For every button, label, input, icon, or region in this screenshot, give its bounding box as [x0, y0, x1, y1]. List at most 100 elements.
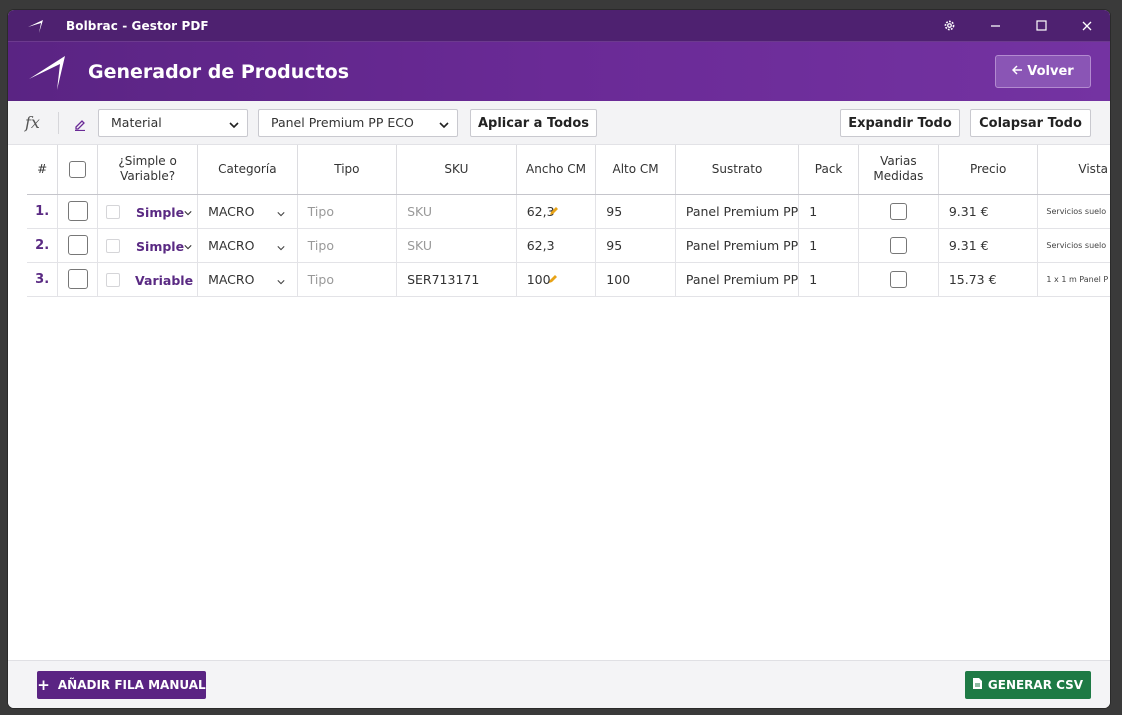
apply-all-button[interactable]: Aplicar a Todos — [470, 109, 597, 137]
row-number: 3. — [27, 262, 59, 297]
back-button-label: Volver — [1027, 64, 1074, 79]
substrate-cell[interactable]: Panel Premium PP — [675, 228, 800, 263]
col-header-price: Precio — [938, 145, 1039, 195]
sku-cell[interactable]: SKU — [396, 228, 517, 263]
type-cell[interactable]: Simple — [97, 228, 199, 263]
price-cell[interactable]: 15.73 € — [938, 262, 1039, 297]
row-select-cell — [57, 262, 99, 297]
maximize-icon[interactable] — [1018, 10, 1064, 41]
chevron-down-icon — [277, 274, 285, 289]
row-number: 1. — [27, 194, 59, 229]
sku-cell[interactable]: SER713171 — [396, 262, 517, 297]
chevron-down-icon — [277, 206, 285, 221]
value-select[interactable]: Panel Premium PP ECO — [258, 108, 458, 137]
preview-cell: Servicios suelo — [1037, 228, 1110, 263]
width-cell[interactable]: 62,3 — [516, 194, 597, 229]
tipo-cell[interactable]: Tipo — [297, 194, 398, 229]
generate-csv-button[interactable]: GENERAR CSV — [965, 671, 1091, 699]
height-cell[interactable]: 100 — [595, 262, 676, 297]
col-header-height: Alto CM — [595, 145, 676, 195]
footer-bar: + AÑADIR FILA MANUAL GENERAR CSV — [8, 660, 1110, 708]
col-header-width: Ancho CM — [516, 145, 597, 195]
preview-cell: 1 x 1 m Panel P — [1037, 262, 1110, 297]
table-row[interactable]: 3. Variable MACRO Tipo SER713171 100 — [27, 262, 1110, 297]
pack-cell[interactable]: 1 — [798, 262, 859, 297]
minimize-icon[interactable] — [972, 10, 1018, 41]
category-cell[interactable]: MACRO — [197, 228, 298, 263]
app-window: Bolbrac - Gestor PDF Generador de Produc… — [8, 10, 1110, 708]
add-row-button[interactable]: + AÑADIR FILA MANUAL — [37, 671, 206, 699]
field-select-value: Material — [111, 115, 162, 130]
page-title: Generador de Productos — [88, 60, 350, 83]
edit-pencil-icon[interactable] — [73, 116, 87, 131]
category-value: MACRO — [208, 271, 255, 287]
col-header-multi-sizes: Varias Medidas — [858, 145, 939, 195]
multi-sizes-checkbox[interactable] — [889, 270, 907, 288]
multi-sizes-checkbox[interactable] — [889, 202, 907, 220]
multi-sizes-cell — [858, 262, 939, 297]
price-cell[interactable]: 9.31 € — [938, 194, 1039, 229]
pencil-icon — [549, 204, 559, 215]
table-row[interactable]: 1. Simple MACRO Tipo SKU 62,3 — [27, 194, 1110, 229]
tipo-cell[interactable]: Tipo — [297, 262, 398, 297]
tipo-cell[interactable]: Tipo — [297, 228, 398, 263]
row-checkbox[interactable] — [67, 235, 88, 255]
value-select-value: Panel Premium PP ECO — [271, 115, 414, 130]
width-value: 62,3 — [526, 203, 555, 219]
expand-all-button[interactable]: Expandir Todo — [840, 109, 960, 137]
file-icon — [972, 678, 982, 692]
width-cell[interactable]: 62,3 — [516, 228, 597, 263]
field-select[interactable]: Material — [98, 108, 248, 137]
products-table: # ¿Simple o Variable? Categoría Tipo SKU… — [27, 145, 1110, 297]
type-value: Simple — [136, 238, 185, 254]
row-checkbox[interactable] — [67, 201, 88, 221]
width-value: 100 — [526, 271, 551, 287]
generate-csv-label: GENERAR CSV — [987, 678, 1084, 692]
table-header-row: # ¿Simple o Variable? Categoría Tipo SKU… — [27, 145, 1110, 195]
brand-logo-icon — [24, 48, 72, 96]
chevron-down-icon — [229, 118, 239, 133]
expand-toggle-icon[interactable] — [106, 238, 121, 253]
settings-icon[interactable] — [926, 10, 972, 41]
height-cell[interactable]: 95 — [595, 194, 676, 229]
pencil-icon — [548, 272, 558, 283]
type-value: Simple — [136, 204, 185, 220]
price-cell[interactable]: 9.31 € — [938, 228, 1039, 263]
type-cell[interactable]: Simple — [97, 194, 199, 229]
row-number: 2. — [27, 228, 59, 263]
category-cell[interactable]: MACRO — [197, 194, 298, 229]
window-title: Bolbrac - Gestor PDF — [66, 18, 209, 33]
pack-cell[interactable]: 1 — [798, 194, 859, 229]
formula-icon[interactable]: fx — [25, 113, 40, 132]
width-cell[interactable]: 100 — [516, 262, 597, 297]
col-header-type: ¿Simple o Variable? — [97, 145, 199, 195]
close-icon[interactable] — [1064, 10, 1110, 41]
col-header-num: # — [27, 145, 59, 195]
col-header-sku: SKU — [396, 145, 517, 195]
plus-icon: + — [37, 675, 50, 694]
expand-toggle-icon[interactable] — [106, 204, 121, 219]
row-checkbox[interactable] — [67, 269, 88, 289]
chevron-down-icon — [184, 244, 192, 249]
expand-toggle-icon[interactable] — [106, 272, 121, 287]
multi-sizes-cell — [858, 194, 939, 229]
height-cell[interactable]: 95 — [595, 228, 676, 263]
back-button[interactable]: Volver — [995, 55, 1091, 88]
pack-cell[interactable]: 1 — [798, 228, 859, 263]
col-header-preview: Vista — [1037, 145, 1110, 195]
page-header: Generador de Productos Volver — [8, 41, 1110, 101]
sku-cell[interactable]: SKU — [396, 194, 517, 229]
select-all-checkbox[interactable] — [69, 160, 87, 178]
table-row[interactable]: 2. Simple MACRO Tipo SKU 62,3 95 Panel P… — [27, 228, 1110, 263]
category-value: MACRO — [208, 237, 255, 253]
category-cell[interactable]: MACRO — [197, 262, 298, 297]
substrate-cell[interactable]: Panel Premium PP — [675, 262, 800, 297]
chevron-down-icon — [277, 240, 285, 255]
multi-sizes-checkbox[interactable] — [889, 236, 907, 254]
type-value: Variable — [135, 272, 194, 288]
type-cell[interactable]: Variable — [97, 262, 199, 297]
multi-sizes-cell — [858, 228, 939, 263]
substrate-cell[interactable]: Panel Premium PP — [675, 194, 800, 229]
collapse-all-button[interactable]: Colapsar Todo — [970, 109, 1091, 137]
col-header-category: Categoría — [197, 145, 298, 195]
